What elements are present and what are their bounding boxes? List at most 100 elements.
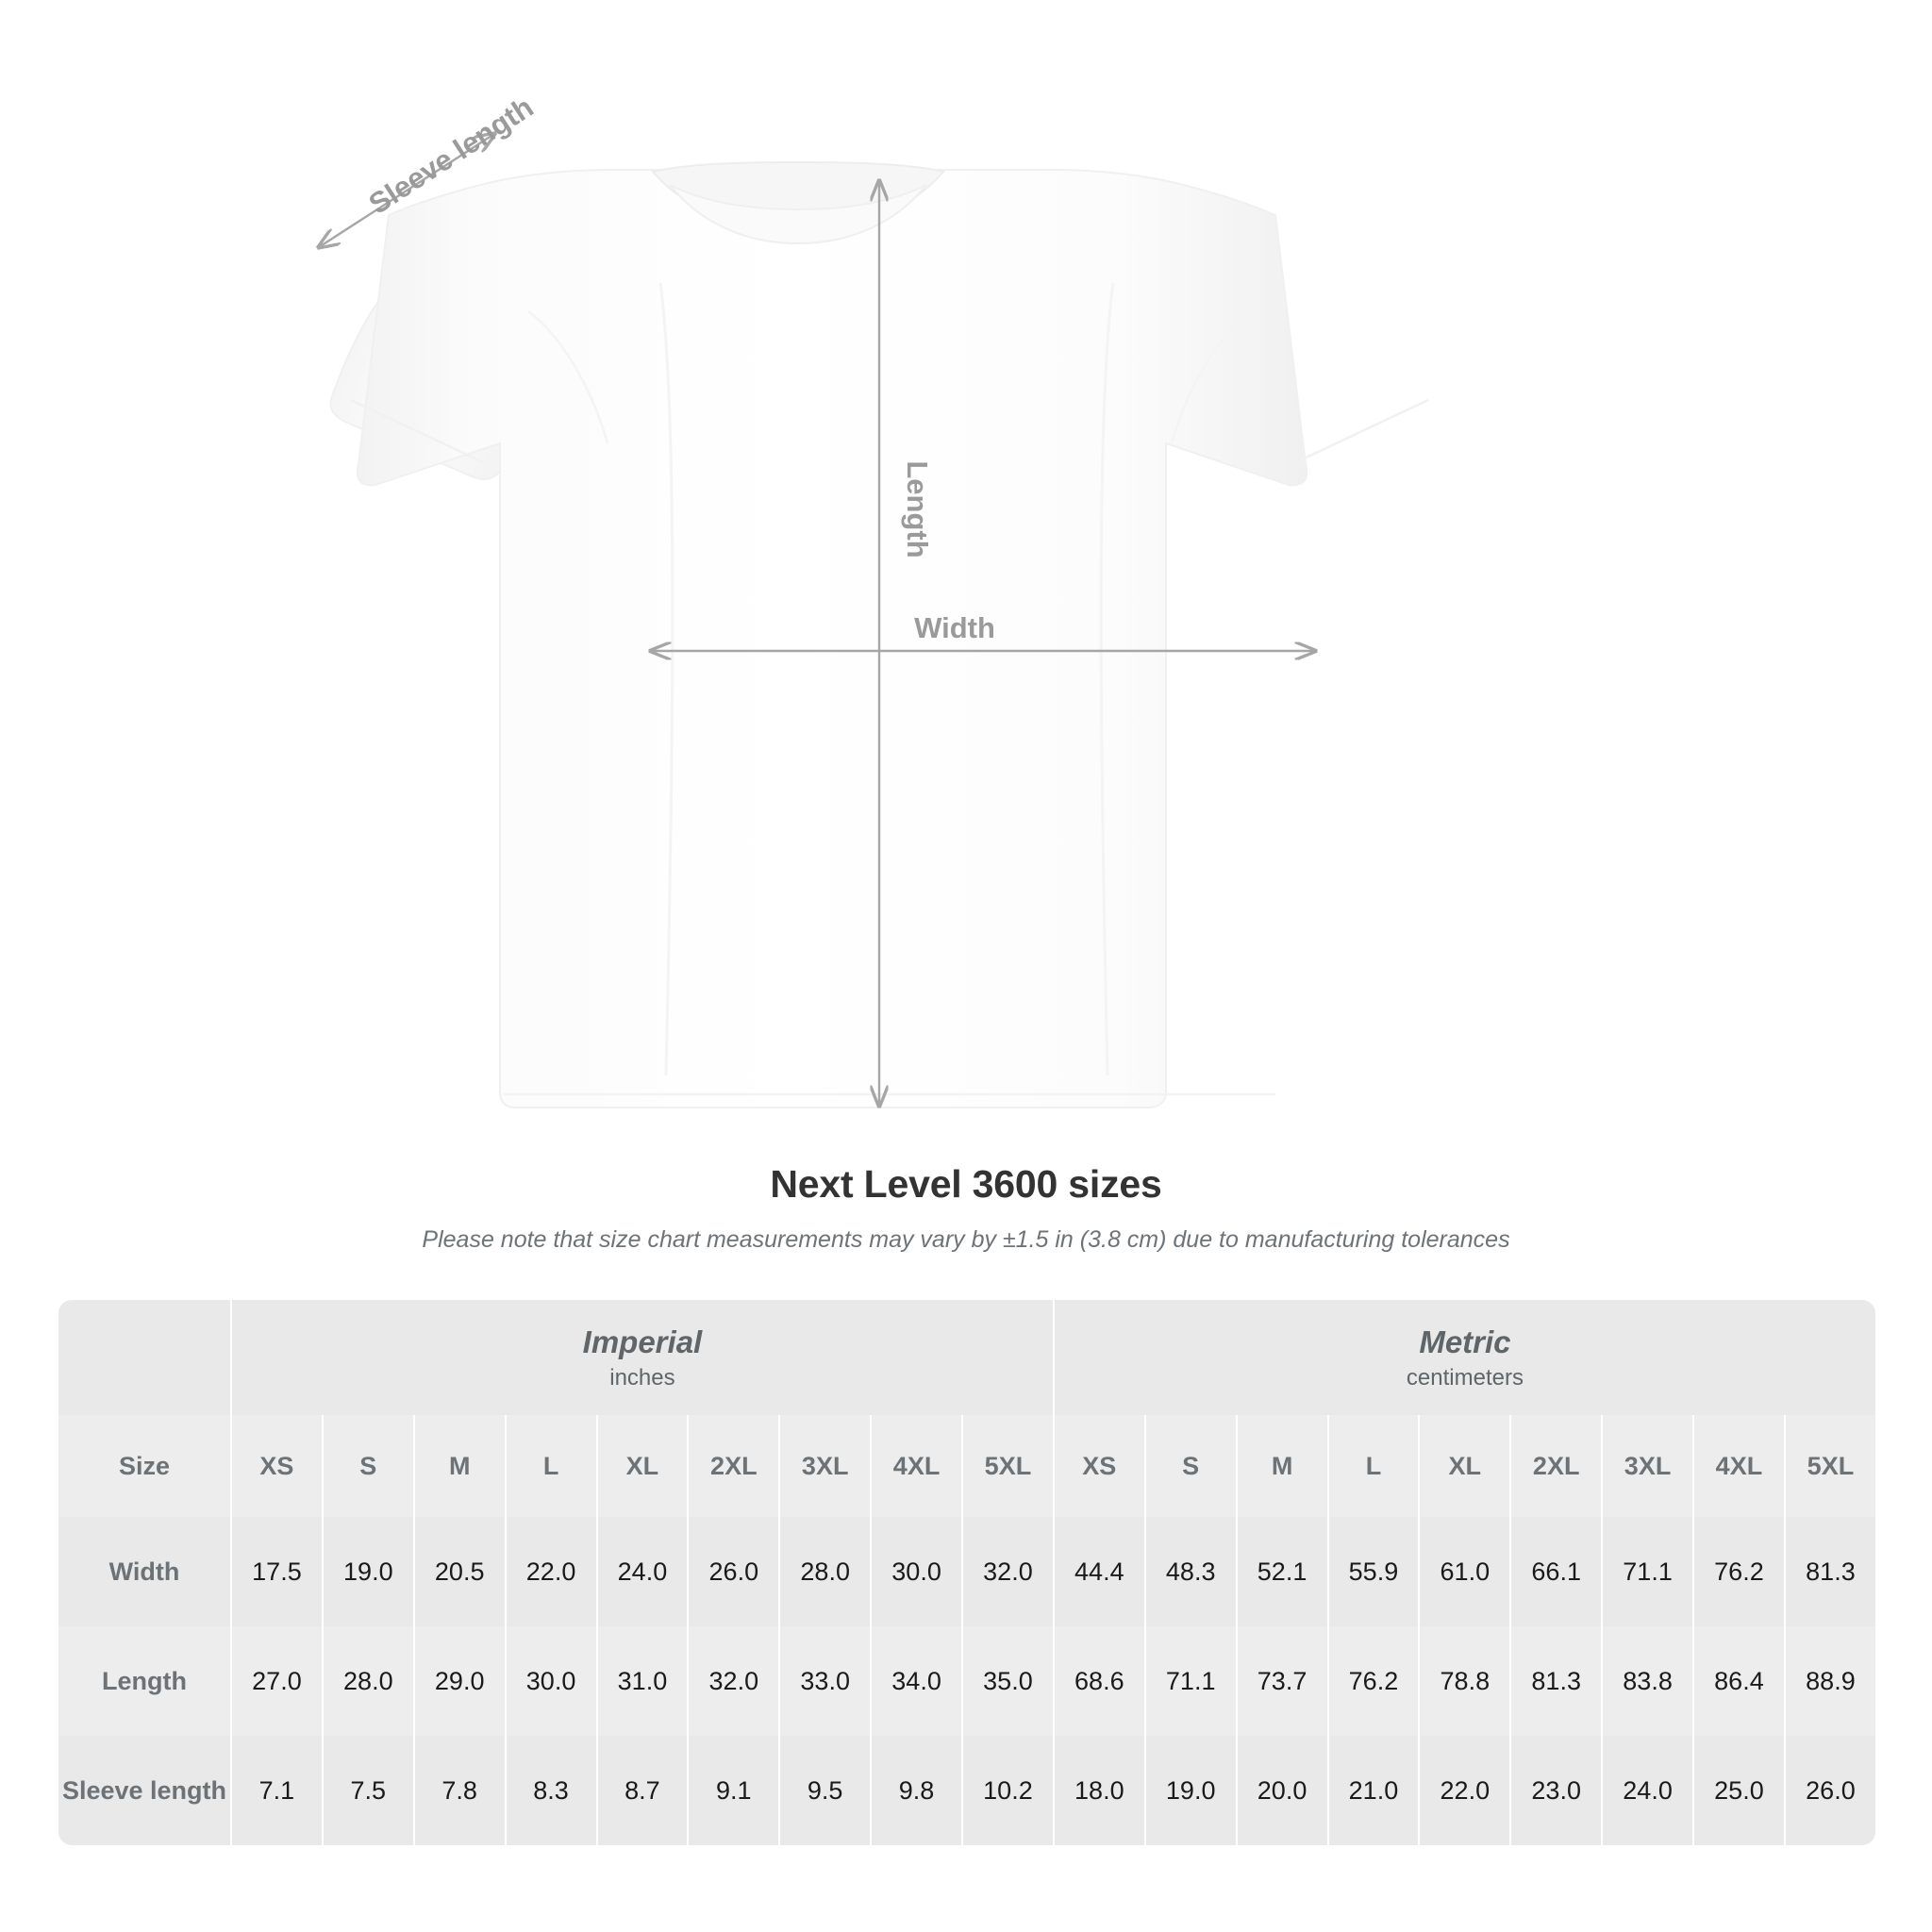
cell-value: 18.0 — [1074, 1775, 1124, 1805]
cell-sleeve-metric-m: 20.0 — [1235, 1736, 1327, 1845]
column-header-text: L — [1365, 1451, 1382, 1480]
cell-width-metric-l: 55.9 — [1326, 1517, 1419, 1626]
cell-length-metric-4xl: 86.4 — [1692, 1626, 1784, 1736]
cell-value: 19.0 — [343, 1557, 393, 1586]
cell-value: 71.1 — [1165, 1666, 1216, 1695]
cell-width-imperial-4xl: 30.0 — [870, 1517, 961, 1626]
column-header-text: 2XL — [1532, 1451, 1580, 1480]
cell-sleeve-metric-2xl: 23.0 — [1509, 1736, 1602, 1845]
length-label: Length — [901, 460, 934, 558]
cell-value: 20.0 — [1257, 1775, 1307, 1805]
cell-sleeve-imperial-s: 7.5 — [321, 1736, 413, 1845]
size-header-label-text: Size — [118, 1451, 171, 1480]
cell-value: 81.3 — [1531, 1666, 1581, 1695]
size-header-label: Size — [58, 1415, 230, 1517]
column-header-metric-3xl: 3XL — [1601, 1415, 1692, 1517]
cell-length-imperial-4xl: 34.0 — [870, 1626, 961, 1736]
cell-value: 27.0 — [252, 1666, 302, 1695]
unit-group-metric-name: Metric — [1419, 1324, 1511, 1359]
unit-row-corner — [58, 1300, 230, 1415]
column-header-text: 2XL — [710, 1451, 758, 1480]
cell-length-metric-3xl: 83.8 — [1601, 1626, 1692, 1736]
tshirt-garment-shape — [329, 160, 1429, 1108]
cell-sleeve-imperial-xl: 8.7 — [595, 1736, 688, 1845]
cell-value: 66.1 — [1531, 1557, 1581, 1586]
cell-length-imperial-xl: 31.0 — [595, 1626, 688, 1736]
column-header-imperial-xs: XS — [230, 1415, 322, 1517]
cell-value: 26.0 — [1806, 1775, 1856, 1805]
width-label: Width — [914, 611, 995, 644]
cell-value: 22.0 — [1440, 1775, 1491, 1805]
column-header-text: 3XL — [1624, 1451, 1672, 1480]
column-header-metric-m: M — [1235, 1415, 1327, 1517]
chart-header: Next Level 3600 sizes Please note that s… — [0, 1162, 1932, 1254]
column-header-text: 5XL — [984, 1451, 1032, 1480]
cell-value: 55.9 — [1348, 1557, 1399, 1586]
table-row: Width 17.5 19.0 20.5 22.0 24.0 26.0 28.0… — [58, 1517, 1875, 1626]
cell-value: 78.8 — [1440, 1666, 1491, 1695]
column-header-metric-xs: XS — [1052, 1415, 1144, 1517]
cell-sleeve-metric-xs: 18.0 — [1052, 1736, 1144, 1845]
cell-value: 29.0 — [434, 1666, 485, 1695]
sleeve-length-measure — [319, 134, 494, 247]
cell-sleeve-metric-3xl: 24.0 — [1601, 1736, 1692, 1845]
column-header-metric-s: S — [1143, 1415, 1236, 1517]
cell-length-metric-xs: 68.6 — [1052, 1626, 1144, 1736]
cell-width-imperial-s: 19.0 — [321, 1517, 413, 1626]
cell-length-metric-5xl: 88.9 — [1783, 1626, 1875, 1736]
cell-width-imperial-m: 20.5 — [412, 1517, 505, 1626]
cell-width-metric-xl: 61.0 — [1418, 1517, 1510, 1626]
cell-sleeve-imperial-l: 8.3 — [504, 1736, 596, 1845]
cell-sleeve-imperial-3xl: 9.5 — [778, 1736, 871, 1845]
cell-length-metric-xl: 78.8 — [1418, 1626, 1510, 1736]
cell-value: 30.0 — [891, 1557, 941, 1586]
cell-value: 68.6 — [1074, 1666, 1124, 1695]
cell-value: 34.0 — [891, 1666, 941, 1695]
cell-width-metric-5xl: 81.3 — [1783, 1517, 1875, 1626]
cell-value: 35.0 — [983, 1666, 1033, 1695]
cell-value: 83.8 — [1623, 1666, 1673, 1695]
row-label-width: Width — [58, 1517, 230, 1626]
column-header-imperial-s: S — [321, 1415, 413, 1517]
cell-value: 7.1 — [258, 1775, 295, 1805]
column-header-text: 4XL — [1715, 1451, 1763, 1480]
cell-value: 28.0 — [800, 1557, 850, 1586]
cell-width-imperial-xl: 24.0 — [595, 1517, 688, 1626]
cell-value: 8.7 — [625, 1775, 660, 1805]
column-header-text: M — [448, 1451, 471, 1480]
column-header-imperial-4xl: 4XL — [870, 1415, 961, 1517]
column-header-text: 3XL — [801, 1451, 849, 1480]
cell-value: 7.8 — [441, 1775, 477, 1805]
column-header-text: M — [1271, 1451, 1293, 1480]
cell-sleeve-metric-xl: 22.0 — [1418, 1736, 1510, 1845]
column-header-text: XL — [625, 1451, 659, 1480]
cell-width-metric-s: 48.3 — [1143, 1517, 1236, 1626]
row-label-sleeve-length: Sleeve length — [58, 1736, 230, 1845]
cell-sleeve-imperial-5xl: 10.2 — [961, 1736, 1053, 1845]
cell-value: 9.8 — [898, 1775, 935, 1805]
cell-width-metric-3xl: 71.1 — [1601, 1517, 1692, 1626]
cell-value: 31.0 — [617, 1666, 668, 1695]
cell-length-imperial-3xl: 33.0 — [778, 1626, 871, 1736]
cell-value: 48.3 — [1165, 1557, 1216, 1586]
column-header-imperial-xl: XL — [595, 1415, 688, 1517]
cell-width-imperial-3xl: 28.0 — [778, 1517, 871, 1626]
cell-length-imperial-5xl: 35.0 — [961, 1626, 1053, 1736]
page-title: Next Level 3600 sizes — [770, 1162, 1162, 1206]
column-header-text: XS — [1082, 1451, 1117, 1480]
cell-value: 86.4 — [1714, 1666, 1764, 1695]
cell-sleeve-imperial-2xl: 9.1 — [687, 1736, 779, 1845]
cell-value: 61.0 — [1440, 1557, 1491, 1586]
cell-value: 19.0 — [1165, 1775, 1216, 1805]
row-label-text: Sleeve length — [61, 1775, 227, 1805]
cell-value: 32.0 — [983, 1557, 1033, 1586]
column-header-metric-4xl: 4XL — [1692, 1415, 1784, 1517]
cell-width-imperial-2xl: 26.0 — [687, 1517, 779, 1626]
cell-value: 22.0 — [525, 1557, 576, 1586]
cell-length-metric-m: 73.7 — [1235, 1626, 1327, 1736]
table-row: Sleeve length 7.1 7.5 7.8 8.3 8.7 9.1 9.… — [58, 1736, 1875, 1845]
row-label-text: Width — [108, 1557, 180, 1586]
table-row: Length 27.0 28.0 29.0 30.0 31.0 32.0 33.… — [58, 1626, 1875, 1736]
cell-value: 44.4 — [1074, 1557, 1124, 1586]
tolerance-note: Please note that size chart measurements… — [422, 1226, 1510, 1254]
